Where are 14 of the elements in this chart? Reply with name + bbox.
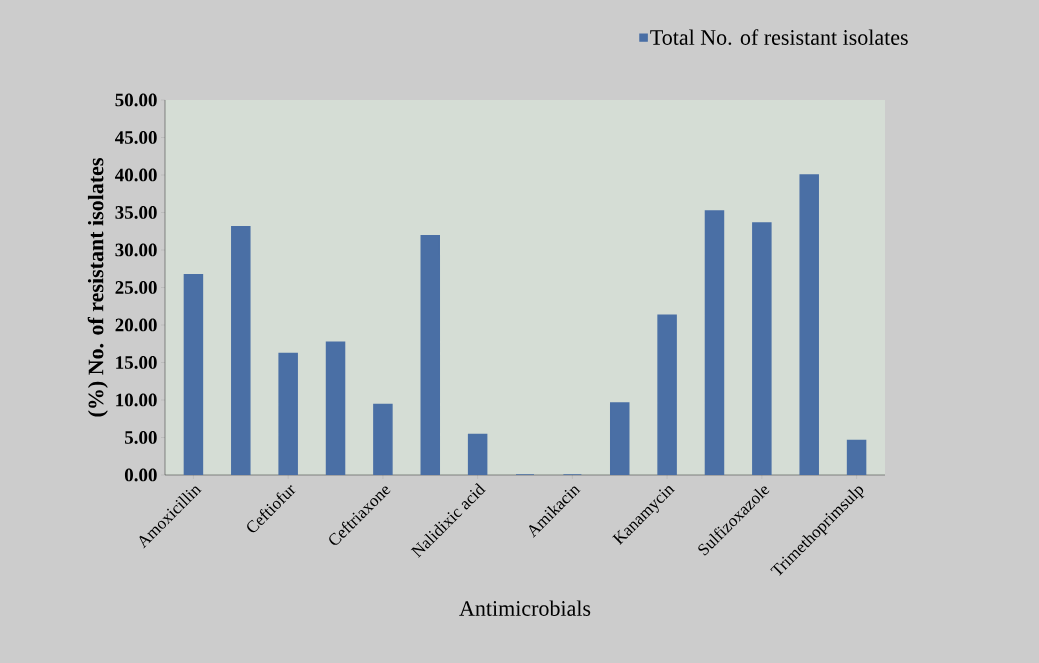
y-tick-label: 45.00 <box>114 131 157 144</box>
y-axis-title: (%) No. of resistant isolates <box>87 158 108 417</box>
x-axis-title: Antimicrobials <box>459 600 591 616</box>
y-tick-label: 50.00 <box>115 93 157 107</box>
y-tick-label: 40.00 <box>114 168 157 182</box>
y-tick-label: 10.00 <box>116 393 157 407</box>
legend-label: Total No. of resistant isolates <box>650 29 908 45</box>
y-tick-label: 30.00 <box>115 243 157 257</box>
y-tick-label: 35.00 <box>115 206 157 219</box>
y-tick-label: 0.00 <box>124 468 157 482</box>
y-tick-label: 5.00 <box>124 431 157 444</box>
y-tick-label: 15.00 <box>116 356 157 369</box>
y-tick-label: 25.00 <box>115 281 157 294</box>
y-tick-label: 20.00 <box>115 318 157 332</box>
